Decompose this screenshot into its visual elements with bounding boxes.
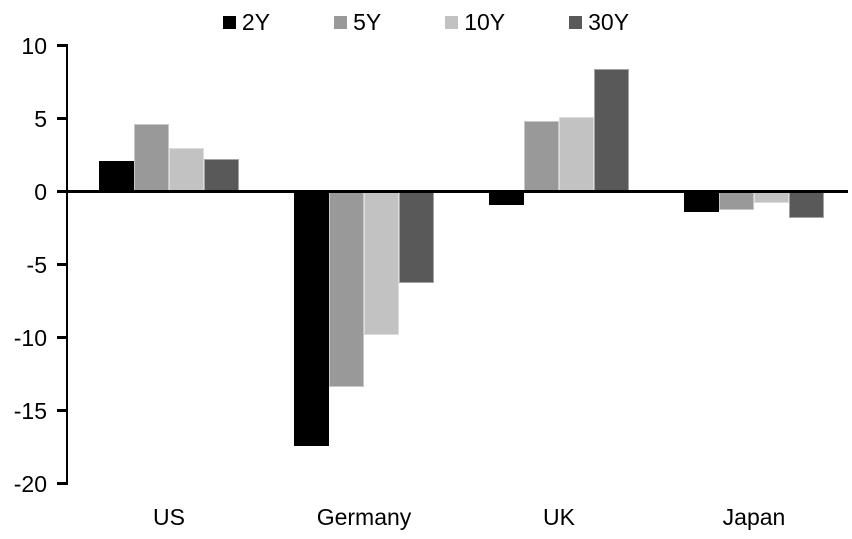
legend-label-2y: 2Y xyxy=(241,9,271,35)
y-axis-tick xyxy=(57,263,68,266)
x-category-label-uk: UK xyxy=(543,504,575,530)
y-axis-tick-label: -5 xyxy=(26,251,47,278)
legend-item-10y: 10Y xyxy=(445,11,505,34)
bar-germany-2y xyxy=(294,191,329,446)
bar-japan-30y xyxy=(789,191,824,218)
legend-label-30y: 30Y xyxy=(588,9,630,35)
bar-japan-2y xyxy=(684,191,719,212)
y-axis-tick-label: 10 xyxy=(21,32,47,59)
x-category-label-japan: Japan xyxy=(722,504,786,530)
bar-uk-5y xyxy=(524,121,559,192)
bar-us-30y xyxy=(204,159,239,192)
x-category-label-us: US xyxy=(153,504,185,530)
legend-label-5y: 5Y xyxy=(353,9,382,35)
bar-uk-10y xyxy=(559,117,594,192)
bar-germany-10y xyxy=(364,191,399,335)
y-axis-tick xyxy=(57,190,68,193)
legend-swatch-5y xyxy=(334,16,348,29)
y-axis-tick-label: -20 xyxy=(13,470,47,497)
y-axis-tick xyxy=(57,117,68,120)
y-axis-tick xyxy=(57,44,68,47)
y-axis-tick-label: 0 xyxy=(34,178,47,205)
bar-japan-5y xyxy=(719,191,754,211)
bar-uk-2y xyxy=(489,191,524,205)
y-axis-tick-label: -10 xyxy=(13,324,47,351)
legend-label-10y: 10Y xyxy=(464,9,506,35)
bar-germany-30y xyxy=(399,191,434,284)
y-axis-tick xyxy=(57,336,68,339)
legend-swatch-30y xyxy=(569,16,583,29)
y-axis-tick-label: 5 xyxy=(34,105,47,132)
x-axis-zero-line xyxy=(68,190,848,193)
bar-us-5y xyxy=(134,124,169,192)
bar-uk-30y xyxy=(594,68,629,192)
bar-japan-10y xyxy=(754,191,789,204)
legend-item-30y: 30Y xyxy=(569,11,629,34)
y-axis-tick xyxy=(57,482,68,485)
chart-legend: 2Y 5Y 10Y 30Y xyxy=(0,11,852,34)
legend-item-2y: 2Y xyxy=(222,9,271,35)
legend-swatch-10y xyxy=(445,16,459,29)
y-axis-tick-label: -15 xyxy=(13,397,47,424)
bar-us-2y xyxy=(99,160,134,192)
bar-germany-5y xyxy=(329,191,364,388)
legend-swatch-2y xyxy=(222,16,236,29)
bar-us-10y xyxy=(169,147,204,192)
x-category-label-germany: Germany xyxy=(316,504,412,530)
legend-item-5y: 5Y xyxy=(334,11,381,34)
y-axis-tick xyxy=(57,409,68,412)
